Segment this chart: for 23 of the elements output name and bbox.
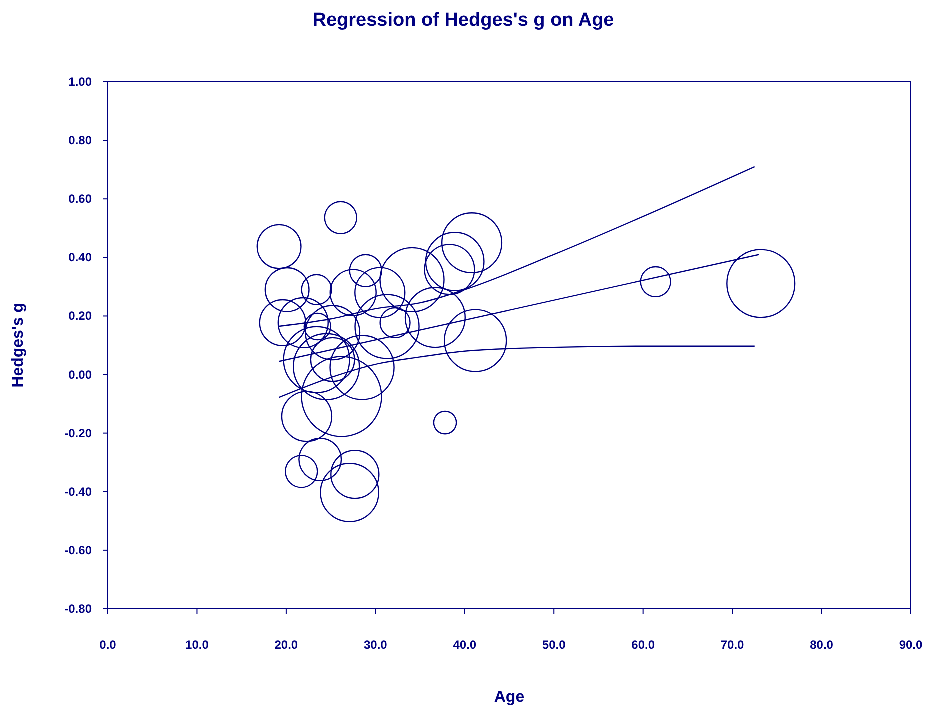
x-tick-label: 0.0 <box>100 638 117 652</box>
x-tick-label: 60.0 <box>632 638 656 652</box>
x-axis-title: Age <box>494 689 525 706</box>
x-tick-label: 30.0 <box>364 638 388 652</box>
y-tick-label: 0.80 <box>68 134 92 148</box>
y-tick-label: -0.40 <box>64 484 92 499</box>
y-axis-title: Hedges's g <box>10 303 27 388</box>
x-tick-label: 10.0 <box>186 638 210 652</box>
y-tick-label: -0.60 <box>64 543 92 558</box>
y-tick-label: -0.20 <box>64 426 92 440</box>
x-tick-label: 70.0 <box>720 638 745 652</box>
y-tick-label: 0.60 <box>68 192 92 206</box>
x-tick-label: 90.0 <box>899 638 923 652</box>
y-tick-label: 0.20 <box>68 309 92 324</box>
y-tick-label: -0.80 <box>64 602 92 616</box>
x-tick-label: 50.0 <box>542 638 566 652</box>
chart-title: Regression of Hedges's g on Age <box>312 10 614 31</box>
x-tick-label: 20.0 <box>274 638 298 652</box>
x-tick-label: 80.0 <box>810 638 834 652</box>
y-tick-label: 1.00 <box>68 75 92 89</box>
x-tick-label: 40.0 <box>453 638 477 652</box>
y-tick-label: 0.00 <box>68 368 92 382</box>
y-tick-label: 0.40 <box>68 250 92 265</box>
